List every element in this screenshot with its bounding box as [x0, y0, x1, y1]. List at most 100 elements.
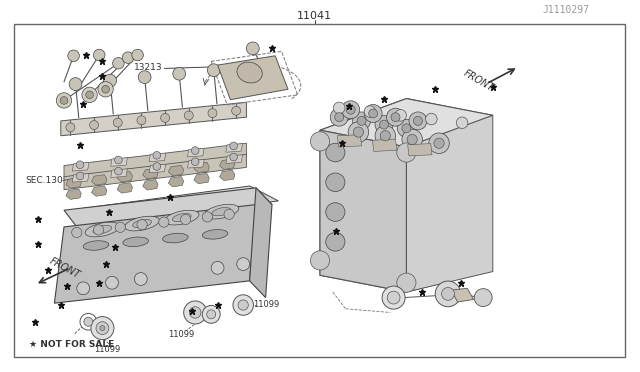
Circle shape [346, 105, 355, 114]
Circle shape [397, 143, 416, 162]
Circle shape [191, 147, 199, 154]
Circle shape [122, 52, 134, 63]
Circle shape [153, 151, 161, 159]
Polygon shape [111, 169, 127, 177]
Circle shape [208, 109, 217, 118]
Circle shape [211, 262, 224, 274]
Circle shape [426, 113, 437, 125]
Circle shape [407, 134, 417, 145]
Circle shape [161, 113, 170, 122]
Circle shape [91, 317, 114, 340]
Circle shape [93, 225, 104, 235]
Polygon shape [250, 188, 272, 298]
Circle shape [115, 156, 122, 164]
Circle shape [237, 258, 250, 270]
Polygon shape [220, 159, 235, 169]
Circle shape [353, 127, 364, 137]
Circle shape [397, 119, 415, 137]
Circle shape [333, 102, 345, 113]
Circle shape [330, 108, 348, 126]
Ellipse shape [164, 210, 199, 225]
Circle shape [56, 93, 72, 108]
Polygon shape [83, 186, 278, 223]
Circle shape [380, 131, 390, 141]
Circle shape [100, 326, 105, 331]
Circle shape [429, 133, 449, 154]
Ellipse shape [172, 214, 191, 222]
Circle shape [159, 217, 169, 227]
Ellipse shape [163, 233, 188, 243]
Circle shape [474, 289, 492, 307]
Polygon shape [168, 176, 184, 187]
Circle shape [153, 163, 161, 170]
Circle shape [115, 167, 122, 175]
Circle shape [375, 116, 393, 134]
Polygon shape [66, 178, 81, 188]
Ellipse shape [326, 232, 345, 251]
Ellipse shape [326, 143, 345, 162]
Circle shape [132, 49, 143, 61]
Ellipse shape [204, 204, 239, 219]
Circle shape [232, 106, 241, 115]
Circle shape [77, 282, 90, 295]
Circle shape [68, 50, 79, 61]
Polygon shape [92, 186, 107, 196]
Circle shape [202, 305, 220, 323]
Circle shape [180, 214, 191, 225]
Circle shape [402, 124, 411, 133]
Circle shape [391, 113, 400, 122]
Circle shape [84, 317, 93, 326]
Circle shape [134, 273, 147, 285]
Circle shape [76, 161, 84, 169]
Polygon shape [320, 99, 493, 147]
Polygon shape [188, 148, 204, 157]
Polygon shape [143, 180, 158, 190]
Polygon shape [194, 173, 209, 184]
Ellipse shape [326, 173, 345, 192]
Text: 11099: 11099 [94, 345, 120, 354]
Circle shape [104, 74, 116, 87]
Circle shape [106, 276, 118, 289]
Circle shape [138, 71, 151, 84]
Circle shape [93, 49, 105, 61]
Polygon shape [54, 205, 256, 303]
Circle shape [102, 86, 109, 93]
Polygon shape [226, 144, 243, 152]
Circle shape [435, 281, 461, 307]
Circle shape [456, 117, 468, 128]
Ellipse shape [83, 241, 109, 250]
Polygon shape [451, 288, 474, 302]
Polygon shape [220, 170, 235, 180]
Circle shape [80, 314, 97, 330]
Polygon shape [111, 158, 127, 166]
Circle shape [76, 172, 84, 180]
Circle shape [442, 288, 454, 300]
Circle shape [230, 142, 237, 150]
Circle shape [434, 138, 444, 148]
Circle shape [342, 101, 360, 119]
Ellipse shape [237, 62, 262, 83]
Circle shape [364, 106, 376, 117]
Text: J1110297: J1110297 [543, 6, 590, 15]
Text: ★ NOT FOR SALE: ★ NOT FOR SALE [29, 340, 114, 349]
Circle shape [310, 251, 330, 270]
Polygon shape [117, 183, 132, 193]
Circle shape [60, 97, 68, 104]
Circle shape [397, 273, 416, 292]
Circle shape [137, 116, 146, 125]
Ellipse shape [85, 222, 120, 237]
Polygon shape [64, 154, 246, 190]
Circle shape [364, 105, 382, 122]
Circle shape [382, 286, 405, 309]
Polygon shape [92, 175, 107, 185]
Polygon shape [149, 164, 166, 173]
Ellipse shape [93, 225, 112, 234]
Circle shape [409, 112, 427, 130]
Circle shape [98, 81, 113, 97]
Circle shape [113, 118, 122, 127]
Polygon shape [61, 102, 246, 136]
Circle shape [380, 120, 388, 129]
Circle shape [137, 219, 147, 230]
Polygon shape [64, 188, 272, 227]
Polygon shape [406, 99, 493, 292]
